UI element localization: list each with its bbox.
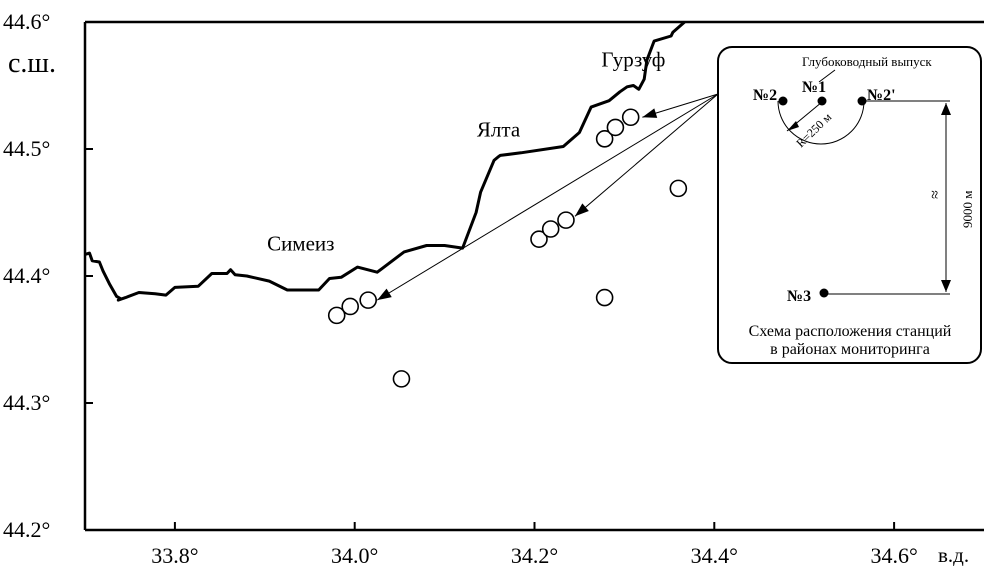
y-tick-label: 44.6° bbox=[3, 9, 50, 34]
outfall-title: Глубоководный выпуск bbox=[802, 54, 932, 69]
station-marker bbox=[595, 288, 614, 307]
radius-arrowhead bbox=[787, 121, 799, 131]
station-3-label: №3 bbox=[787, 288, 811, 305]
inset-scheme: Глубоководный выпуск №2 №1 №2' №3 R=250 … bbox=[717, 46, 982, 364]
station-2-label: №2 bbox=[753, 87, 777, 104]
x-tick-label: 34.0° bbox=[331, 543, 378, 568]
station-marker bbox=[359, 291, 377, 309]
caption-line-1: Схема расположения станций bbox=[749, 323, 952, 340]
caption-line-2: в районах мониторинга bbox=[770, 341, 930, 358]
y-tick-label: 44.5° bbox=[3, 136, 50, 161]
station-marker bbox=[595, 130, 614, 148]
axis-ticks: 33.8° 34.0° 34.2° 34.4° 34.6° 44.2° 44.3° 44.4°… bbox=[3, 9, 918, 568]
station-marker bbox=[530, 230, 548, 248]
x-tick-label: 34.2° bbox=[511, 543, 558, 568]
arrows bbox=[376, 93, 719, 301]
station-2p-dot bbox=[857, 96, 867, 106]
arrow-line bbox=[376, 93, 719, 301]
y-tick-label: 44.2° bbox=[3, 517, 50, 542]
distance-arrow-bottom bbox=[941, 280, 951, 292]
arrow-head bbox=[642, 108, 658, 118]
station-marker bbox=[341, 297, 360, 316]
arrow-head bbox=[377, 288, 392, 301]
place-label: Симеиз bbox=[267, 232, 334, 256]
station-1-label: №1 bbox=[802, 79, 826, 96]
distance-label: 9000 м bbox=[960, 191, 975, 228]
outfall-radius-arc bbox=[777, 100, 865, 145]
distance-arrow-top bbox=[941, 103, 951, 115]
y-tick-label: 44.3° bbox=[3, 390, 50, 415]
coastline bbox=[84, 20, 686, 302]
x-tick-label: 33.8° bbox=[151, 543, 198, 568]
station-2-dot bbox=[778, 96, 788, 106]
station-marker bbox=[392, 370, 411, 388]
place-label: Гурзуф bbox=[601, 47, 665, 71]
place-labels: Гурзуф Ялта Симеиз bbox=[267, 47, 665, 255]
arrow-line bbox=[574, 93, 719, 217]
x-unit-label: в.д. bbox=[938, 543, 969, 567]
y-tick-label: 44.4° bbox=[3, 263, 50, 288]
station-marker bbox=[606, 118, 625, 137]
station-marker bbox=[327, 306, 346, 325]
station-3-dot bbox=[819, 288, 829, 298]
y-unit-label: с.ш. bbox=[8, 48, 56, 79]
station-2p-label: №2' bbox=[867, 87, 896, 104]
station-marker bbox=[557, 211, 575, 229]
station-marker bbox=[541, 220, 560, 238]
coastline-path bbox=[84, 20, 686, 302]
stations bbox=[327, 108, 688, 388]
x-tick-label: 34.4° bbox=[691, 543, 738, 568]
place-label: Ялта bbox=[477, 117, 521, 141]
station-marker bbox=[669, 179, 688, 198]
approx-sign: ≈ bbox=[927, 190, 944, 199]
station-marker bbox=[621, 108, 640, 127]
inset-frame bbox=[717, 46, 982, 364]
arrow-head bbox=[574, 203, 589, 217]
x-tick-label: 34.6° bbox=[870, 543, 917, 568]
outfall-leader bbox=[818, 69, 836, 83]
station-1-dot bbox=[817, 96, 827, 106]
